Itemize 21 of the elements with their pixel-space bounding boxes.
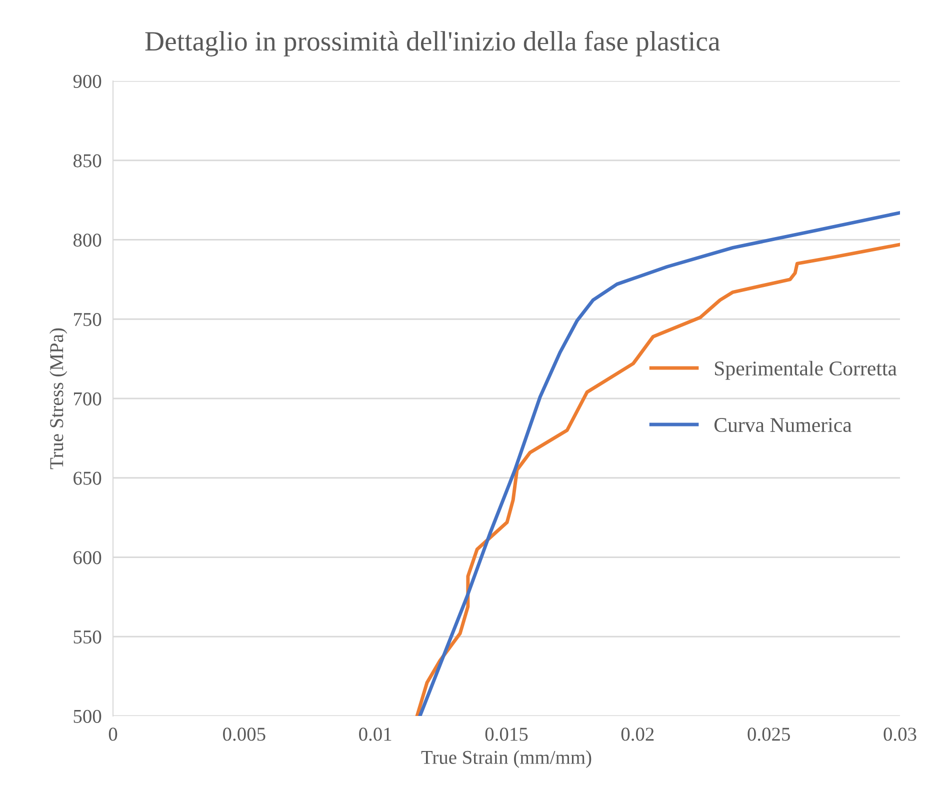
chart-title: Dettaglio in prossimità dell'inizio della fase plastica bbox=[145, 30, 720, 56]
y-tick-label: 600 bbox=[74, 551, 102, 564]
x-axis-title: True Strain (mm/mm) bbox=[421, 750, 592, 768]
legend-label: Curva Numerica bbox=[714, 418, 852, 432]
y-axis-title: True Stress (MPa) bbox=[50, 328, 68, 470]
x-tick-label: 0.005 bbox=[223, 728, 266, 741]
y-tick-label: 650 bbox=[74, 472, 102, 485]
x-tick-label: 0.01 bbox=[359, 728, 392, 741]
y-tick-label: 550 bbox=[74, 630, 102, 644]
y-tick-label: 500 bbox=[74, 710, 102, 723]
y-tick-label: 700 bbox=[74, 392, 102, 406]
x-tick-label: 0 bbox=[108, 728, 118, 741]
x-tick-label: 0.015 bbox=[485, 728, 528, 741]
y-tick-label: 900 bbox=[73, 74, 102, 88]
x-tick-label: 0.03 bbox=[884, 728, 916, 741]
y-tick-label: 800 bbox=[73, 234, 102, 247]
y-tick-label: 750 bbox=[74, 312, 102, 326]
y-tick-label: 850 bbox=[73, 154, 102, 168]
x-tick-label: 0.025 bbox=[748, 728, 790, 741]
legend-label: Sperimentale Corretta bbox=[715, 360, 897, 380]
x-tick-label: 0.02 bbox=[621, 728, 654, 741]
